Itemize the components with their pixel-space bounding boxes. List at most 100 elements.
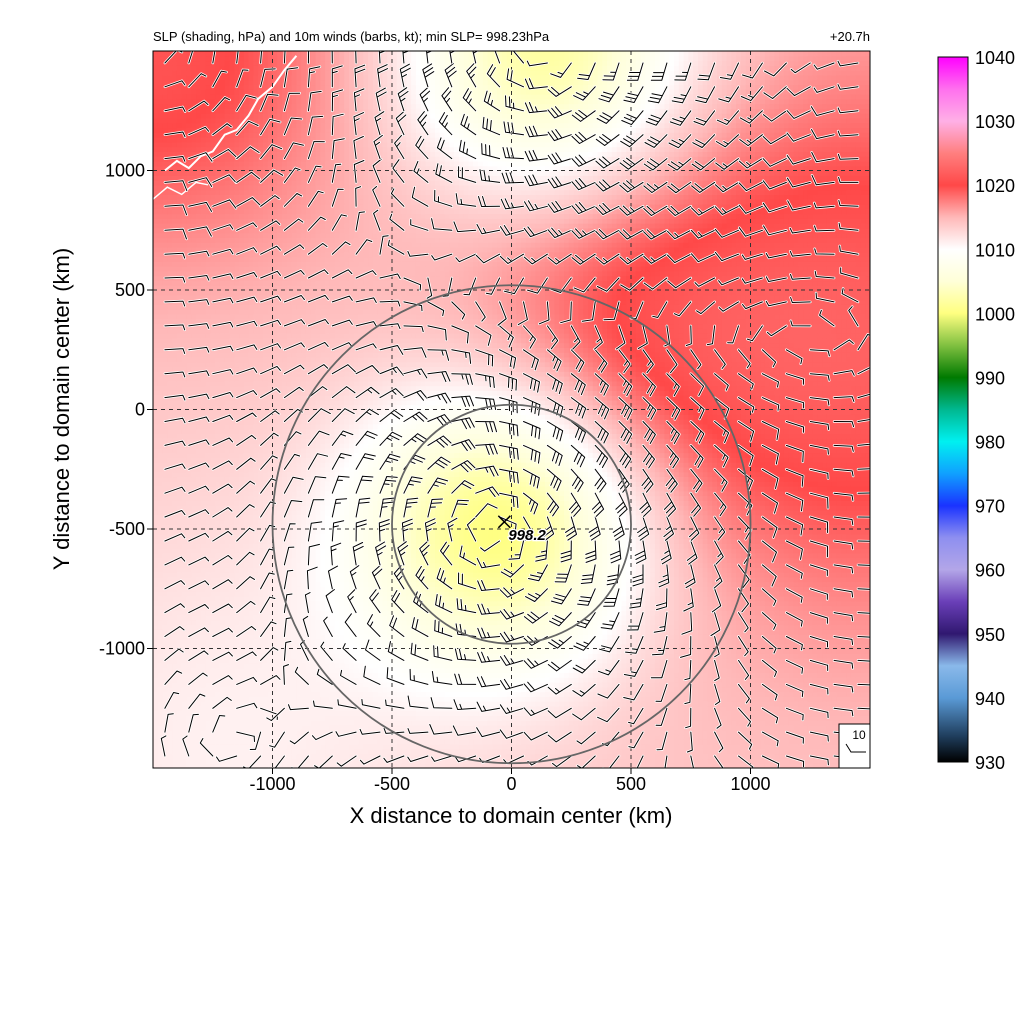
slp-cell (229, 376, 235, 382)
slp-cell (262, 696, 269, 702)
slp-cell (196, 371, 202, 377)
slp-cell (305, 724, 312, 731)
slp-cell (153, 490, 159, 497)
slp-cell (267, 691, 274, 697)
slp-cell (167, 720, 173, 726)
slp-cell (215, 576, 221, 583)
slp-cell (272, 108, 278, 114)
slp-cell (262, 605, 269, 611)
slp-cell (172, 753, 178, 760)
slp-cell (296, 681, 302, 688)
slp-cell (167, 127, 173, 133)
slp-cell (196, 194, 202, 200)
slp-cell (229, 313, 235, 320)
slp-cell (224, 237, 231, 243)
slp-cell (248, 471, 254, 478)
slp-cell (215, 433, 221, 439)
slp-cell (210, 524, 216, 530)
slp-cell (229, 218, 235, 224)
slp-cell (224, 318, 231, 325)
slp-cell (267, 165, 274, 172)
slp-cell (200, 615, 207, 621)
slp-cell (181, 246, 188, 253)
slp-cell (200, 686, 207, 693)
slp-cell (224, 137, 231, 143)
slp-cell (196, 615, 202, 621)
slp-cell (310, 610, 317, 616)
slp-cell (181, 70, 188, 76)
slp-cell (196, 175, 202, 181)
slp-cell (215, 122, 221, 129)
slp-cell (191, 562, 197, 568)
slp-cell (267, 84, 274, 90)
slp-cell (205, 423, 211, 430)
slp-cell (262, 567, 269, 573)
slp-cell (258, 648, 264, 654)
slp-cell (282, 414, 288, 420)
slp-cell (291, 304, 297, 310)
slp-cell (172, 500, 178, 506)
slp-cell (153, 103, 159, 109)
slp-cell (272, 428, 278, 434)
slp-cell (186, 748, 192, 755)
slp-cell (200, 758, 207, 764)
slp-cell (181, 313, 188, 320)
slp-cell (248, 576, 254, 583)
slp-cell (262, 251, 269, 258)
slp-cell (162, 533, 168, 540)
slp-cell (248, 414, 254, 420)
slp-cell (196, 79, 202, 86)
slp-cell (291, 323, 297, 329)
slp-cell (172, 328, 178, 334)
slp-cell (229, 103, 235, 109)
slp-cell (291, 505, 297, 511)
slp-cell (272, 638, 278, 645)
slp-cell (296, 251, 302, 258)
slp-cell (181, 748, 188, 755)
slp-cell (291, 471, 297, 478)
slp-cell (176, 505, 183, 511)
slp-cell (176, 490, 183, 497)
slp-cell (296, 505, 302, 511)
slp-cell (301, 146, 307, 152)
slp-cell (282, 218, 288, 224)
slp-cell (267, 60, 274, 66)
slp-cell (239, 643, 245, 650)
slp-cell (272, 51, 278, 57)
slp-cell (243, 739, 250, 745)
slp-cell (272, 538, 278, 544)
slp-cell (286, 352, 293, 358)
slp-cell (181, 447, 188, 454)
slp-cell (258, 710, 264, 717)
slp-cell (272, 352, 278, 358)
slp-cell (229, 208, 235, 215)
slp-cell (282, 552, 288, 559)
slp-cell (200, 246, 207, 253)
slp-cell (291, 734, 297, 740)
slp-cell (205, 356, 211, 363)
slp-cell (291, 352, 297, 358)
slp-cell (219, 729, 226, 736)
slp-cell (162, 653, 168, 659)
slp-cell (224, 610, 231, 616)
slp-cell (291, 103, 297, 109)
slp-cell (239, 242, 245, 248)
slp-cell (224, 51, 231, 57)
slp-cell (157, 385, 164, 391)
slp-cell (239, 51, 245, 57)
slp-cell (301, 127, 307, 133)
slp-cell (282, 476, 288, 482)
slp-cell (291, 638, 297, 645)
slp-cell (282, 342, 288, 348)
slp-cell (200, 218, 207, 224)
slp-cell (219, 79, 226, 86)
slp-cell (176, 132, 183, 138)
slp-cell (219, 500, 226, 506)
slp-cell (262, 108, 269, 114)
slp-cell (301, 428, 307, 434)
slp-cell (253, 194, 259, 200)
slp-cell (272, 132, 278, 138)
slp-cell (200, 600, 207, 607)
slp-cell (176, 739, 183, 745)
slp-cell (205, 189, 211, 195)
